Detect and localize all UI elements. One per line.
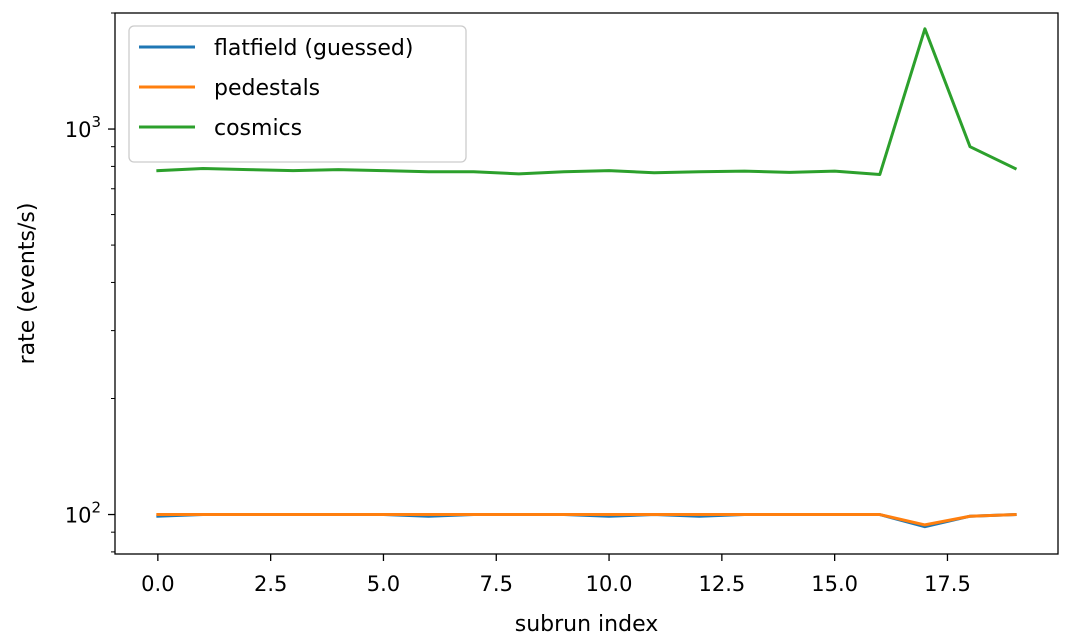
series-layer	[156, 27, 1018, 529]
series-line-3	[156, 27, 1018, 177]
x-tick-label: 15.0	[811, 572, 858, 596]
x-tick-label: 2.5	[254, 572, 287, 596]
x-tick-label: 17.5	[924, 572, 971, 596]
x-axis-label: subrun index	[515, 612, 658, 637]
x-tick-label: 10.0	[586, 572, 633, 596]
y-axis-ticks: 102 103	[65, 12, 115, 553]
legend-label-2: pedestals	[214, 76, 320, 101]
legend: flatfield (guessed) pedestals cosmics	[128, 25, 467, 163]
plot-frame	[114, 12, 1059, 555]
legend-label-3: cosmics	[214, 116, 302, 141]
y-axis-label: rate (events/s)	[15, 203, 40, 365]
y-tick-label: 103	[65, 113, 101, 142]
x-tick-label: 7.5	[480, 572, 513, 596]
legend-frame	[128, 25, 467, 163]
series-line-2	[156, 512, 1017, 527]
x-tick-label: 0.0	[141, 572, 174, 596]
x-tick-label: 5.0	[367, 572, 400, 596]
x-tick-label: 12.5	[698, 572, 745, 596]
legend-label-1: flatfield (guessed)	[214, 36, 413, 61]
y-tick-label: 102	[65, 499, 101, 528]
x-axis-ticks: 0.0 2.5 5.0 7.5 10.0 12.5 15.0 17.5	[141, 554, 971, 596]
